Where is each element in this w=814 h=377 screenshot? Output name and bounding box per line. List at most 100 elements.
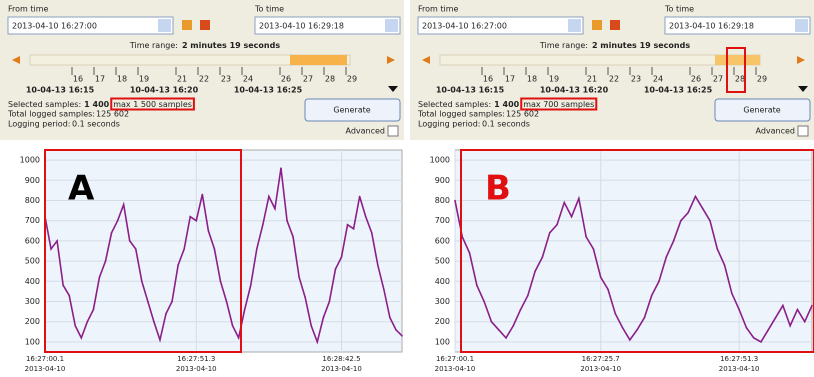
data-point <box>701 207 704 210</box>
timeline-selection[interactable] <box>715 55 760 65</box>
y-tick-label: 700 <box>435 216 450 225</box>
icon[interactable] <box>610 20 620 30</box>
data-point <box>171 300 173 303</box>
timeline-selection[interactable] <box>290 55 347 65</box>
y-tick-label: 1000 <box>20 156 40 165</box>
to-input[interactable] <box>664 16 811 35</box>
signal-line <box>44 168 403 345</box>
x-tick-date: 2013-04-10 <box>321 365 362 373</box>
icon[interactable] <box>200 20 210 30</box>
marker-letter: A <box>68 169 95 209</box>
max-samples: max 700 samples <box>523 100 594 109</box>
data-point <box>340 256 343 258</box>
advanced-toggle[interactable] <box>797 125 809 137</box>
icon[interactable] <box>182 20 192 30</box>
data-point <box>454 199 456 202</box>
data-point <box>128 240 131 242</box>
dropdown-button[interactable] <box>568 19 581 32</box>
data-point <box>687 211 689 214</box>
data-point <box>104 260 107 262</box>
data-point <box>752 337 755 339</box>
from-input[interactable] <box>7 16 174 35</box>
data-point <box>165 312 167 315</box>
scroll-right[interactable] <box>797 56 805 64</box>
data-point <box>177 264 179 266</box>
y-tick-label: 200 <box>435 317 450 326</box>
from-input[interactable] <box>417 16 584 35</box>
data-point <box>709 219 711 222</box>
timeline-number: 26 <box>281 75 291 84</box>
to-label: To time <box>254 5 284 14</box>
data-point <box>745 326 748 329</box>
to-label: To time <box>664 5 694 14</box>
data-point <box>274 207 276 210</box>
y-tick-label: 200 <box>25 317 40 326</box>
data-point <box>621 326 624 329</box>
data-point <box>607 288 609 291</box>
dropdown-button[interactable] <box>385 19 398 32</box>
from-value: 2013-04-10 16:27:00 <box>422 22 507 31</box>
data-point <box>738 308 740 311</box>
timeline-number: 29 <box>347 75 357 84</box>
data-point <box>304 296 306 299</box>
data-point <box>570 215 573 218</box>
data-point <box>280 167 282 169</box>
x-tick-date: 2013-04-10 <box>435 365 476 373</box>
time-range-value: 2 minutes 19 seconds <box>182 41 280 50</box>
period-value: 0.1 seconds <box>72 120 120 129</box>
advanced-label: Advanced <box>345 127 385 136</box>
advanced-toggle[interactable] <box>387 125 399 137</box>
y-tick-label: 1000 <box>430 156 450 165</box>
data-point <box>255 248 258 250</box>
data-point <box>310 324 313 327</box>
highlight-box <box>44 149 242 353</box>
data-point <box>796 308 799 311</box>
expand-arrow[interactable] <box>388 86 398 92</box>
timeline-number: 24 <box>653 75 663 84</box>
total-value: 125 602 <box>96 110 129 119</box>
data-point <box>183 248 185 250</box>
timeline-number: 24 <box>243 75 253 84</box>
timeline-number: 28 <box>325 75 335 84</box>
from-label: From time <box>418 5 459 14</box>
data-point <box>556 223 558 226</box>
total-samples: Total logged samples: <box>417 110 505 119</box>
data-point <box>629 339 631 341</box>
y-tick-label: 500 <box>25 257 40 266</box>
to-input[interactable] <box>254 16 401 35</box>
scroll-left[interactable] <box>12 56 20 64</box>
expand-arrow[interactable] <box>798 86 808 92</box>
data-point <box>225 300 228 303</box>
x-tick-date: 2013-04-10 <box>719 365 760 373</box>
dropdown-button[interactable] <box>795 19 808 32</box>
data-point <box>760 341 762 343</box>
from-value: 2013-04-10 16:27:00 <box>12 22 97 31</box>
x-tick-date: 2013-04-10 <box>25 365 66 373</box>
generate-button[interactable] <box>304 98 401 122</box>
timeline-number: 19 <box>549 75 559 84</box>
panel: From time 2013-04-10 16:27:00 To time 2013-… <box>410 0 814 373</box>
data-point <box>159 339 161 341</box>
advanced-label: Advanced <box>755 127 795 136</box>
timeline-number: 16 <box>483 75 493 84</box>
highlight-box <box>520 97 598 111</box>
dropdown-button[interactable] <box>158 19 171 32</box>
timeline-track <box>29 54 351 66</box>
timeline-number: 27 <box>713 75 723 84</box>
logging-period: Logging period: <box>8 120 70 129</box>
selected-label: Selected samples: <box>8 100 81 109</box>
data-point <box>86 320 89 323</box>
data-point <box>243 308 246 311</box>
data-point <box>383 288 385 291</box>
data-point <box>395 328 397 331</box>
scroll-left[interactable] <box>422 56 430 64</box>
y-tick-label: 700 <box>25 216 40 225</box>
scroll-right[interactable] <box>387 56 395 64</box>
icon[interactable] <box>592 20 602 30</box>
generate-button[interactable] <box>714 98 811 122</box>
selected-samples: Selected samples: 1 400 max 1 500 samples <box>8 100 192 109</box>
data-point <box>98 276 101 279</box>
data-point <box>316 341 319 343</box>
data-point <box>213 248 216 250</box>
data-point <box>497 328 500 331</box>
